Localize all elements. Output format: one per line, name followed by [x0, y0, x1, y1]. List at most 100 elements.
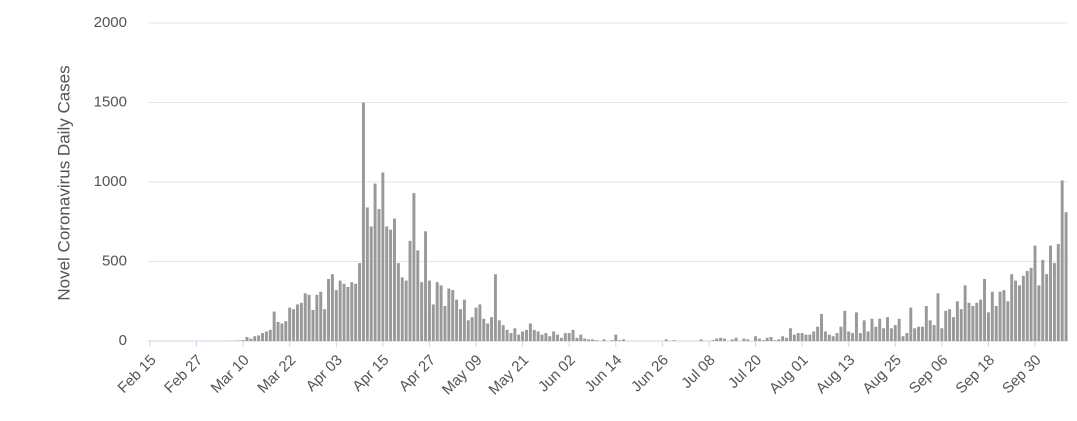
bar — [249, 338, 253, 341]
x-tick-label: Jul 20 — [725, 352, 765, 392]
x-tick-label: May 09 — [439, 352, 486, 399]
bar — [559, 337, 563, 341]
bar — [288, 307, 292, 341]
bar — [1010, 274, 1014, 341]
bar — [610, 340, 614, 341]
bar — [994, 306, 998, 341]
bar — [1021, 275, 1025, 341]
bar — [796, 333, 800, 341]
bar — [509, 333, 513, 341]
bar — [455, 299, 459, 341]
bar — [955, 301, 959, 341]
bar — [940, 328, 944, 341]
bar — [730, 339, 734, 341]
bar — [459, 309, 462, 341]
bar — [831, 336, 835, 341]
bar — [544, 333, 548, 341]
bar — [567, 333, 571, 341]
bar — [311, 309, 315, 341]
x-tick-label: Feb 15 — [115, 352, 160, 397]
bar — [490, 317, 494, 341]
bar — [517, 334, 521, 341]
bar — [424, 231, 428, 341]
bar — [944, 310, 948, 341]
bar — [948, 309, 952, 341]
bar — [327, 278, 330, 341]
bar — [536, 331, 540, 341]
bar — [272, 311, 276, 341]
bar — [765, 337, 769, 341]
bar — [979, 299, 983, 341]
bar — [334, 290, 338, 341]
bar — [486, 323, 490, 341]
bar — [389, 229, 393, 341]
bar — [1002, 290, 1006, 341]
bar — [742, 338, 746, 341]
bar — [579, 334, 583, 341]
bar — [862, 320, 866, 341]
bar — [886, 317, 889, 341]
bar — [928, 320, 932, 341]
bar — [618, 340, 622, 341]
bar — [1033, 245, 1037, 341]
bar — [521, 331, 525, 341]
bar — [342, 283, 346, 341]
bar — [854, 312, 858, 341]
bar — [769, 337, 773, 341]
bar — [354, 283, 358, 341]
bar — [358, 263, 362, 341]
bar — [299, 302, 303, 341]
bar — [365, 207, 369, 341]
bar — [478, 304, 482, 341]
bar — [427, 280, 431, 341]
bar — [583, 338, 587, 341]
bar — [878, 318, 882, 341]
bar — [393, 218, 396, 341]
y-tick-label: 1000 — [94, 173, 127, 190]
bar — [800, 333, 804, 341]
bar — [983, 278, 987, 341]
bar — [746, 339, 750, 341]
bar — [295, 304, 299, 341]
bar — [909, 307, 913, 341]
bar — [847, 331, 851, 341]
bar — [408, 240, 412, 341]
bar — [264, 331, 268, 341]
bar — [245, 337, 249, 341]
x-tick-label: Apr 03 — [303, 352, 346, 395]
bar — [307, 294, 311, 341]
bar — [420, 282, 424, 341]
bar — [901, 336, 905, 341]
bar — [952, 317, 955, 341]
y-axis-title: Novel Coronavirus Daily Cases — [54, 65, 73, 300]
bar — [323, 309, 327, 341]
bar — [292, 309, 296, 341]
x-tick-label: Sep 06 — [906, 352, 952, 398]
bar — [920, 326, 924, 341]
bar — [466, 320, 470, 341]
bar — [754, 336, 757, 341]
x-tick-label: Aug 01 — [766, 352, 812, 398]
bar — [528, 323, 532, 341]
x-tick-label: Jun 26 — [628, 352, 672, 396]
bar — [963, 285, 967, 341]
bar — [757, 338, 761, 341]
bar — [866, 331, 870, 341]
bar — [373, 183, 377, 341]
bar — [350, 282, 354, 341]
bar — [777, 339, 781, 341]
bar — [1060, 180, 1064, 341]
bar — [451, 290, 455, 341]
bar — [253, 336, 257, 341]
bar — [276, 321, 280, 341]
x-tick-label: Mar 22 — [254, 352, 299, 397]
bar — [447, 288, 451, 341]
bar — [773, 340, 777, 341]
bar — [590, 339, 594, 341]
bar — [361, 102, 365, 341]
bar — [369, 226, 373, 341]
bar — [804, 334, 808, 341]
bar — [1014, 280, 1018, 341]
bar — [835, 333, 839, 341]
bar — [548, 336, 552, 341]
